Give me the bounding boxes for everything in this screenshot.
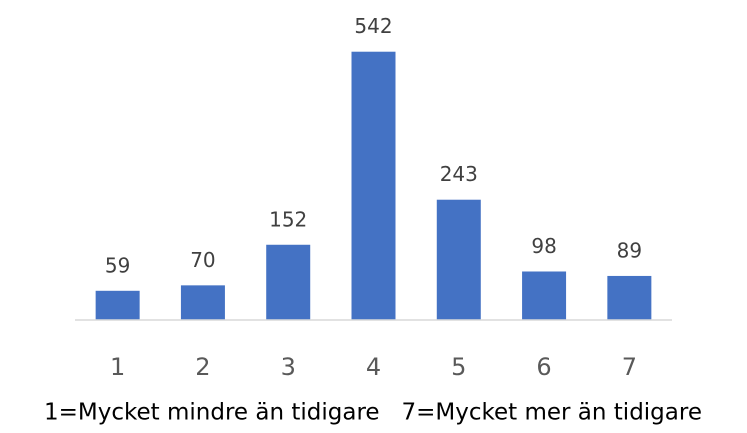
bar — [522, 271, 567, 320]
data-label: 98 — [531, 234, 556, 258]
bar — [266, 244, 311, 320]
data-label: 59 — [105, 253, 130, 277]
data-label: 70 — [190, 248, 215, 272]
bar — [607, 275, 652, 320]
x-tick-label: 1 — [110, 353, 125, 381]
x-tick-label: 4 — [366, 353, 381, 381]
bar — [180, 285, 225, 320]
data-label: 542 — [354, 14, 392, 38]
data-label: 152 — [269, 207, 307, 231]
x-tick-label: 2 — [195, 353, 210, 381]
bar — [436, 199, 481, 320]
data-label: 243 — [440, 162, 478, 186]
bar — [351, 51, 396, 321]
data-label: 89 — [617, 238, 642, 262]
x-axis-title: 1=Mycket mindre än tidigare 7=Mycket mer… — [44, 400, 702, 426]
bar — [95, 290, 140, 320]
x-tick-label: 7 — [622, 353, 637, 381]
x-tick-label: 5 — [451, 353, 466, 381]
x-tick-label: 3 — [281, 353, 296, 381]
x-tick-label: 6 — [536, 353, 551, 381]
